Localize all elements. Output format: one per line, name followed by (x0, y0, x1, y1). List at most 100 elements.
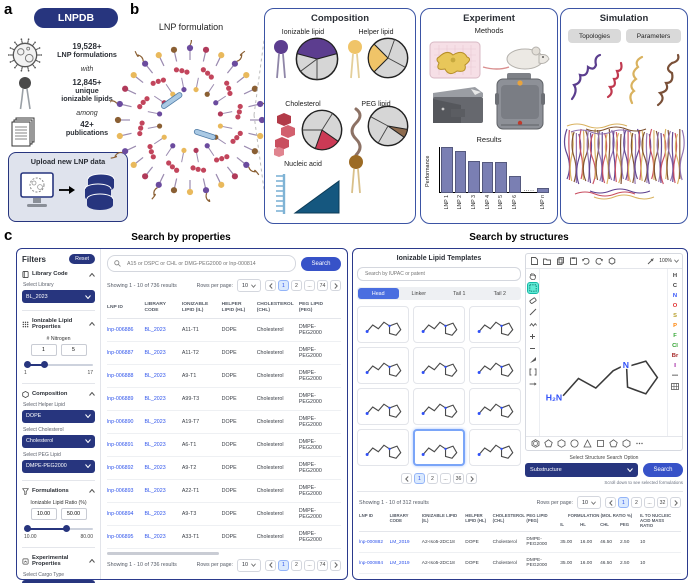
template-card[interactable] (413, 347, 465, 384)
peg-lipid-select[interactable]: DMPE-PEG2000 (22, 459, 95, 473)
atom-button[interactable]: H (670, 271, 681, 280)
cholesterol-select[interactable]: Cholesterol (22, 434, 95, 448)
page-button[interactable]: 1 (278, 559, 289, 571)
atom-button[interactable]: O (670, 301, 681, 310)
next-page-button[interactable] (670, 497, 681, 508)
page-button[interactable]: 2 (631, 497, 642, 508)
undo-icon[interactable] (581, 256, 591, 266)
template-search-field[interactable] (363, 270, 515, 278)
template-tab[interactable]: Tail 2 (480, 288, 521, 299)
library-link[interactable]: BL_2023 (144, 510, 166, 517)
benzene-template-icon[interactable] (530, 439, 540, 449)
more-atoms-button[interactable]: ••• (670, 371, 681, 380)
atom-button[interactable]: Cl (670, 341, 681, 350)
page-button[interactable]: 74 (317, 280, 328, 291)
structure-search-select[interactable]: Substructure (525, 463, 638, 477)
lnp-id-link[interactable]: lnp-006887 (107, 349, 134, 356)
page-button[interactable]: 2 (291, 559, 302, 571)
template-card[interactable] (413, 388, 465, 425)
template-card[interactable] (469, 347, 521, 384)
library-link[interactable]: BL_2023 (144, 533, 166, 540)
page-button[interactable]: 2 (291, 280, 302, 291)
lnp-id-link[interactable]: lnp-000884 (359, 560, 384, 566)
filter-section-formulations[interactable]: Formulations (22, 488, 95, 495)
reset-button[interactable]: Reset (69, 254, 95, 264)
hexagon-template-icon[interactable] (621, 439, 631, 449)
next-page-button[interactable] (330, 559, 341, 571)
prev-page-button[interactable] (265, 280, 276, 291)
library-link[interactable]: BL_2023 (144, 487, 166, 494)
atom-button[interactable]: C (670, 281, 681, 290)
template-card[interactable] (357, 388, 409, 425)
horizontal-scrollbar[interactable] (107, 551, 219, 555)
editor-canvas[interactable]: H₂N N (540, 269, 667, 436)
library-link[interactable]: BL_2023 (144, 349, 166, 356)
atom-button[interactable]: P (670, 321, 681, 330)
page-button[interactable]: 74 (317, 559, 328, 571)
template-tab[interactable]: Head (358, 288, 399, 299)
page-button[interactable]: 36 (453, 473, 464, 484)
page-button[interactable]: ... (304, 280, 315, 291)
paste-icon[interactable] (568, 256, 578, 266)
cargo-type-select[interactable]: FLuc (22, 579, 95, 583)
filter-section-composition[interactable]: Composition (22, 390, 95, 398)
ratio-slider[interactable] (24, 524, 93, 533)
library-link[interactable]: BL_2023 (144, 464, 166, 471)
library-link[interactable]: BL_2023 (144, 395, 166, 402)
aromatize-icon[interactable] (607, 256, 617, 266)
cycloheptane-template-icon[interactable] (569, 439, 579, 449)
ratio-max-input[interactable] (60, 507, 87, 520)
copy-icon[interactable] (555, 256, 565, 266)
stereo-tool-icon[interactable] (528, 355, 538, 365)
template-card[interactable] (469, 388, 521, 425)
atom-button[interactable]: F (670, 331, 681, 340)
cyclobutane-template-icon[interactable] (595, 439, 605, 449)
slider-handle-max[interactable] (63, 524, 70, 532)
next-page-button[interactable] (466, 473, 477, 484)
page-button[interactable]: 32 (657, 497, 668, 508)
hand-tool-icon[interactable] (528, 271, 538, 281)
template-tab[interactable]: Tail 1 (439, 288, 480, 299)
clean-up-icon[interactable] (646, 256, 656, 266)
next-page-button[interactable] (330, 280, 341, 291)
ratio-min-input[interactable] (30, 507, 57, 520)
more-templates-icon[interactable] (634, 439, 644, 449)
new-document-icon[interactable] (529, 256, 539, 266)
atom-button[interactable]: N (670, 291, 681, 300)
template-tab[interactable]: Linker (399, 288, 440, 299)
lnp-id-link[interactable]: lnp-006890 (107, 418, 134, 425)
search-button[interactable]: Search (301, 256, 341, 271)
page-button[interactable]: ... (304, 559, 315, 571)
eraser-tool-icon[interactable] (528, 295, 538, 305)
lnp-id-link[interactable]: lnp-000882 (359, 539, 384, 545)
nitrogen-min-input[interactable] (30, 343, 57, 356)
template-card[interactable] (469, 429, 521, 466)
sgroup-tool-icon[interactable] (528, 367, 538, 377)
topologies-button[interactable]: Topologies (568, 29, 621, 43)
page-button[interactable]: 1 (618, 497, 629, 508)
charge-plus-icon[interactable] (528, 331, 538, 341)
charge-minus-icon[interactable] (528, 343, 538, 353)
template-card[interactable] (413, 306, 465, 343)
lnp-id-link[interactable]: lnp-006886 (107, 326, 134, 333)
template-card[interactable] (413, 429, 465, 466)
chain-tool-icon[interactable] (528, 319, 538, 329)
lnp-id-link[interactable]: lnp-006892 (107, 464, 134, 471)
cyclopropane-template-icon[interactable] (582, 439, 592, 449)
library-link[interactable]: LM_2019 (389, 539, 410, 545)
atom-button[interactable]: S (670, 311, 681, 320)
property-search-field[interactable] (125, 259, 289, 268)
page-button[interactable]: 1 (414, 473, 425, 484)
page-button[interactable]: 2 (427, 473, 438, 484)
lnp-id-link[interactable]: lnp-006891 (107, 441, 134, 448)
select-tool-icon[interactable] (526, 282, 539, 294)
lnp-id-link[interactable]: lnp-006893 (107, 487, 134, 494)
page-button[interactable]: ... (440, 473, 451, 484)
template-card[interactable] (357, 347, 409, 384)
redo-icon[interactable] (594, 256, 604, 266)
slider-handle-min[interactable] (24, 360, 31, 368)
periodic-table-icon[interactable] (670, 381, 680, 391)
template-card[interactable] (357, 429, 409, 466)
template-search-input[interactable] (357, 267, 521, 281)
filter-section-library[interactable]: Library Code (22, 271, 95, 278)
